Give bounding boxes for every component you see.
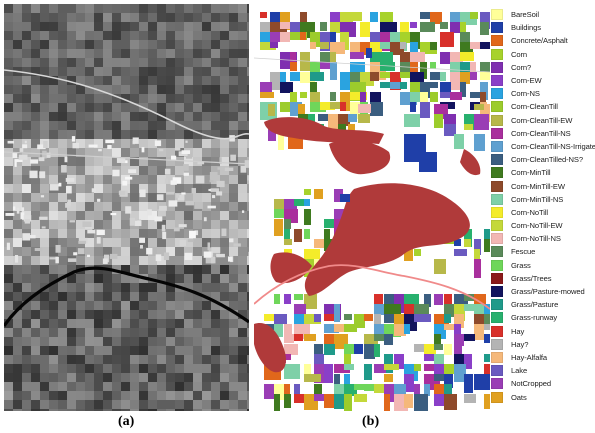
- legend-label: Corn-NS: [511, 89, 540, 99]
- legend-swatch: [491, 286, 503, 298]
- legend-swatch: [491, 312, 503, 324]
- legend-label: NotCropped: [511, 379, 551, 389]
- legend-label: Corn?: [511, 62, 532, 72]
- ground-truth-classification-map: [254, 4, 490, 411]
- legend-swatch: [491, 9, 503, 21]
- legend-label: Grass: [511, 260, 531, 270]
- legend-swatch: [491, 180, 503, 192]
- legend-label: Hay: [511, 326, 525, 336]
- legend-swatch: [491, 48, 503, 60]
- legend-item: Buildings: [491, 21, 593, 34]
- legend-item: Grass/Trees: [491, 272, 593, 285]
- legend-swatch: [491, 154, 503, 166]
- legend-item: Corn-CleanTill-NS-Irrigated: [491, 140, 595, 153]
- legend-item: Corn-MinTill: [491, 166, 593, 179]
- legend-swatch: [491, 338, 503, 350]
- legend-swatch: [491, 325, 503, 337]
- legend-label: Grass/Pasture: [511, 300, 559, 310]
- legend-item: Corn: [491, 48, 593, 61]
- legend-item: NotCropped: [491, 377, 593, 390]
- legend-label: Corn-NoTill: [511, 207, 549, 217]
- legend-label: Corn-CleanTilled-NS?: [511, 155, 583, 165]
- legend-label: Grass/Trees: [511, 273, 552, 283]
- legend-item: Corn-NS: [491, 87, 593, 100]
- legend-swatch: [491, 140, 503, 152]
- legend-item: Grass-runway: [491, 311, 593, 324]
- legend-label: Grass/Pasture-mowed: [511, 287, 585, 297]
- legend-swatch: [491, 378, 503, 390]
- legend-label: Lake: [511, 366, 528, 376]
- legend-swatch: [491, 61, 503, 73]
- legend-label: Corn-NoTill-NS: [511, 234, 561, 244]
- legend-label: Corn-CleanTill-NS-Irrigated: [511, 141, 595, 151]
- legend-item: Hay-Alfalfa: [491, 351, 593, 364]
- legend-item: Lake: [491, 364, 593, 377]
- legend-item: Corn-MinTill-EW: [491, 179, 593, 192]
- legend-swatch: [491, 101, 503, 113]
- grayscale-satellite-image: [4, 4, 249, 411]
- legend-label: Hay-Alfalfa: [511, 352, 548, 362]
- legend-swatch: [491, 259, 503, 271]
- legend-item: Corn-CleanTill: [491, 100, 593, 113]
- legend-item: Corn-CleanTill-EW: [491, 114, 593, 127]
- legend-item: Corn-NoTill-EW: [491, 219, 593, 232]
- legend-swatch: [491, 206, 503, 218]
- legend-label: Fescue: [511, 247, 536, 257]
- class-legend: BareSoil Buildings Concrete/Asphalt Corn Cor…: [491, 8, 595, 404]
- legend-item: Corn-EW: [491, 74, 593, 87]
- legend-swatch: [491, 114, 503, 126]
- legend-label: Buildings: [511, 23, 541, 33]
- legend-label: Grass-runway: [511, 313, 558, 323]
- legend-label: Hay?: [511, 339, 529, 349]
- panel-b-caption: (b): [362, 414, 380, 429]
- legend-item: Corn-NoTill-NS: [491, 232, 593, 245]
- legend-item: Hay: [491, 325, 593, 338]
- legend-item: Oats: [491, 390, 593, 403]
- legend-label: Corn-NoTill-EW: [511, 221, 563, 231]
- legend-swatch: [491, 22, 503, 34]
- legend-label: Corn-CleanTill: [511, 102, 558, 112]
- legend-swatch: [491, 391, 503, 403]
- legend-label: Corn-MinTill-NS: [511, 194, 564, 204]
- legend-item: Grass: [491, 259, 593, 272]
- legend-swatch: [491, 233, 503, 245]
- classification-map-canvas: [254, 12, 490, 411]
- legend-swatch: [491, 127, 503, 139]
- legend-item: Corn?: [491, 61, 593, 74]
- legend-swatch: [491, 246, 503, 258]
- legend-swatch: [491, 272, 503, 284]
- legend-swatch: [491, 365, 503, 377]
- legend-label: Corn-MinTill-EW: [511, 181, 565, 191]
- legend-swatch: [491, 35, 503, 47]
- legend-label: Concrete/Asphalt: [511, 36, 568, 46]
- legend-label: Corn: [511, 49, 528, 59]
- legend-label: Corn-CleanTill-EW: [511, 115, 573, 125]
- legend-item: Hay?: [491, 338, 593, 351]
- legend-swatch: [491, 299, 503, 311]
- legend-item: Fescue: [491, 245, 593, 258]
- legend-item: Corn-CleanTilled-NS?: [491, 153, 593, 166]
- legend-swatch: [491, 88, 503, 100]
- legend-label: BareSoil: [511, 10, 539, 20]
- legend-item: BareSoil: [491, 8, 593, 21]
- panel-a-caption: (a): [118, 414, 135, 429]
- legend-label: Corn-MinTill: [511, 168, 551, 178]
- legend-label: Corn-CleanTill-NS: [511, 128, 571, 138]
- satellite-image-canvas: [4, 4, 249, 411]
- legend-item: Corn-CleanTill-NS: [491, 127, 593, 140]
- legend-swatch: [491, 220, 503, 232]
- legend-item: Corn-NoTill: [491, 206, 593, 219]
- legend-item: Grass/Pasture-mowed: [491, 285, 593, 298]
- legend-item: Grass/Pasture: [491, 298, 593, 311]
- legend-swatch: [491, 75, 503, 87]
- legend-item: Corn-MinTill-NS: [491, 193, 593, 206]
- legend-swatch: [491, 193, 503, 205]
- legend-item: Concrete/Asphalt: [491, 34, 593, 47]
- legend-label: Corn-EW: [511, 76, 542, 86]
- legend-label: Oats: [511, 392, 527, 402]
- legend-swatch: [491, 167, 503, 179]
- legend-swatch: [491, 351, 503, 363]
